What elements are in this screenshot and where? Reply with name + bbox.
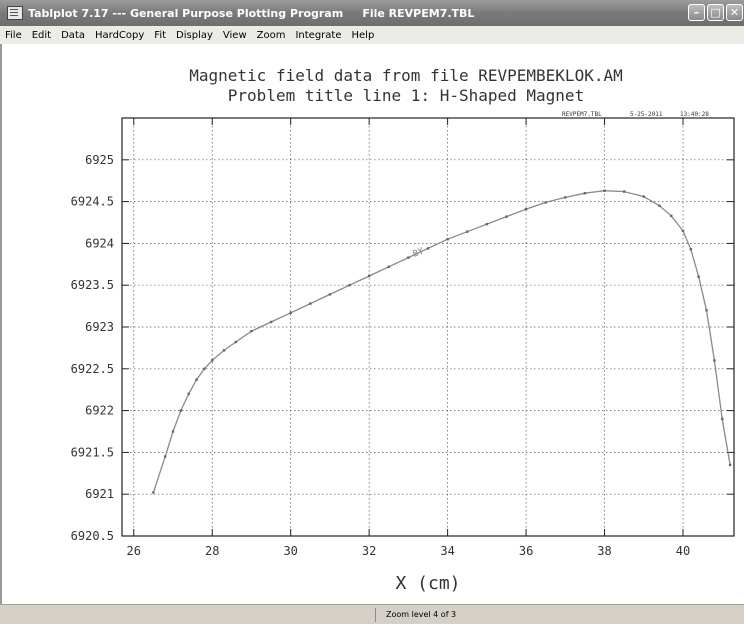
chart-subtitle: Problem title line 1: H-Shaped Magnet	[228, 86, 584, 105]
data-point	[328, 293, 332, 296]
menu-data[interactable]: Data	[61, 29, 85, 41]
data-point	[348, 284, 351, 287]
data-point	[222, 349, 226, 352]
data-point	[689, 248, 693, 251]
data-point	[713, 359, 716, 362]
data-point	[485, 222, 489, 226]
data-point	[387, 265, 390, 269]
menu-hardcopy[interactable]: HardCopy	[95, 29, 145, 41]
y-tick-label: 6924	[85, 236, 114, 250]
menu-fit[interactable]: Fit	[154, 29, 167, 41]
data-point	[152, 491, 155, 494]
app-icon	[7, 6, 23, 20]
data-point	[309, 302, 312, 305]
field-chart: Magnetic field data from file REVPEMBEKL…	[71, 66, 735, 594]
data-point	[697, 275, 700, 279]
x-tick-label: 38	[597, 544, 611, 558]
window-titlebar[interactable]: Tablplot 7.17 --- General Purpose Plotti…	[0, 0, 744, 26]
menu-zoom[interactable]: Zoom	[256, 29, 286, 41]
x-tick-label: 26	[127, 544, 141, 558]
y-tick-label: 6922	[85, 404, 114, 418]
x-axis-label: X (cm)	[395, 573, 460, 594]
data-point	[721, 417, 724, 421]
menu-edit[interactable]: Edit	[31, 29, 52, 41]
data-point	[426, 247, 430, 250]
header-file: REVPEM7.TBL	[562, 111, 602, 118]
x-tick-label: 30	[283, 544, 297, 558]
status-text: Zoom level 4 of 3	[375, 608, 743, 622]
data-point	[564, 196, 567, 199]
data-point	[622, 190, 626, 193]
data-point	[407, 256, 410, 259]
y-tick-label: 6921.5	[71, 445, 114, 459]
window-left-border	[0, 44, 2, 604]
y-tick-label: 6924.5	[71, 195, 114, 209]
menu-help[interactable]: Help	[351, 29, 375, 41]
minimize-button[interactable]: –	[688, 4, 705, 21]
data-point	[250, 329, 253, 333]
data-point	[603, 189, 606, 192]
data-point	[163, 455, 167, 458]
data-point	[289, 311, 292, 314]
x-tick-label: 28	[205, 544, 219, 558]
axis-ticks: 26 28 30 32 34 36 38 40 6920.5 6921 6921.5 6922 6922…	[71, 118, 734, 558]
data-point	[642, 195, 645, 198]
y-tick-label: 6922.5	[71, 362, 114, 376]
data-point	[234, 340, 237, 344]
menu-file[interactable]: File	[5, 29, 22, 41]
x-tick-label: 40	[676, 544, 690, 558]
header-date: 5-25-2011	[630, 111, 663, 118]
data-point	[505, 215, 508, 218]
data-point	[171, 430, 175, 433]
x-tick-label: 32	[362, 544, 376, 558]
data-point	[269, 320, 273, 324]
y-tick-label: 6923	[85, 320, 114, 334]
data-point	[187, 392, 190, 396]
data-point	[446, 238, 449, 241]
y-tick-label: 6921	[85, 487, 114, 501]
menu-integrate[interactable]: Integrate	[295, 29, 342, 41]
header-time: 13:40:28	[680, 111, 709, 118]
data-point	[466, 230, 469, 233]
data-point	[705, 309, 708, 312]
data-point	[195, 378, 198, 381]
menu-bar: File Edit Data HardCopy Fit Display View…	[0, 26, 744, 44]
grid	[122, 118, 734, 536]
menu-view[interactable]: View	[222, 29, 247, 41]
data-point	[681, 229, 685, 233]
data-point	[179, 409, 183, 412]
data-point	[658, 204, 661, 207]
data-point	[583, 192, 587, 195]
data-point	[367, 274, 371, 278]
series-line	[152, 190, 731, 493]
data-point	[544, 201, 547, 204]
data-point	[728, 463, 732, 467]
y-tick-label: 6923.5	[71, 278, 114, 292]
x-tick-label: 36	[519, 544, 533, 558]
window-title: Tablplot 7.17 --- General Purpose Plotti…	[28, 6, 475, 20]
plot-area: Magnetic field data from file REVPEMBEKL…	[0, 44, 744, 604]
y-tick-label: 6920.5	[71, 529, 114, 543]
status-bar: Zoom level 4 of 3	[0, 604, 744, 624]
close-button[interactable]: ✕	[726, 4, 743, 21]
data-point	[211, 359, 214, 362]
chart-title: Magnetic field data from file REVPEMBEKL…	[189, 66, 622, 85]
series-layer	[152, 189, 732, 494]
data-point	[670, 214, 673, 218]
menu-display[interactable]: Display	[176, 29, 213, 41]
y-tick-label: 6925	[85, 153, 114, 167]
maximize-button[interactable]: □	[707, 4, 724, 21]
series-label-by: BY	[412, 247, 426, 260]
x-tick-label: 34	[440, 544, 454, 558]
data-point	[203, 367, 206, 370]
data-point	[524, 207, 528, 211]
